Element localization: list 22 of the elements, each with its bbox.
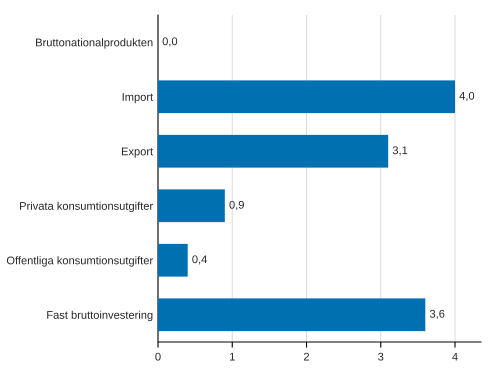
- y-tick-label: Offentliga konsumtionsutgifter: [6, 256, 153, 267]
- bar: [158, 244, 188, 277]
- x-tick-label: 2: [304, 352, 310, 360]
- bar: [158, 189, 225, 222]
- y-tick-label: Bruttonationalprodukten: [36, 38, 152, 49]
- bar: [158, 80, 456, 114]
- data-label: 3,6: [430, 310, 444, 320]
- bar: [158, 298, 426, 332]
- data-label: 0,4: [192, 255, 207, 265]
- y-tick-label: Privata konsumtionsutgifter: [20, 202, 153, 212]
- bar: [158, 134, 388, 168]
- y-tick-label: Fast bruttoinvestering: [47, 310, 152, 322]
- x-tick-label: 4: [452, 352, 458, 360]
- data-label: 0,9: [229, 200, 244, 210]
- y-tick-label: Export: [122, 148, 154, 158]
- x-tick-label: 1: [230, 352, 235, 360]
- y-tick-label: Import: [122, 93, 154, 104]
- x-tick-label: 3: [378, 352, 384, 361]
- data-label: 0,0: [162, 37, 178, 47]
- data-label: 3,1: [392, 146, 408, 156]
- data-label: 4,0: [459, 92, 474, 102]
- x-tick-label: 0: [155, 352, 161, 361]
